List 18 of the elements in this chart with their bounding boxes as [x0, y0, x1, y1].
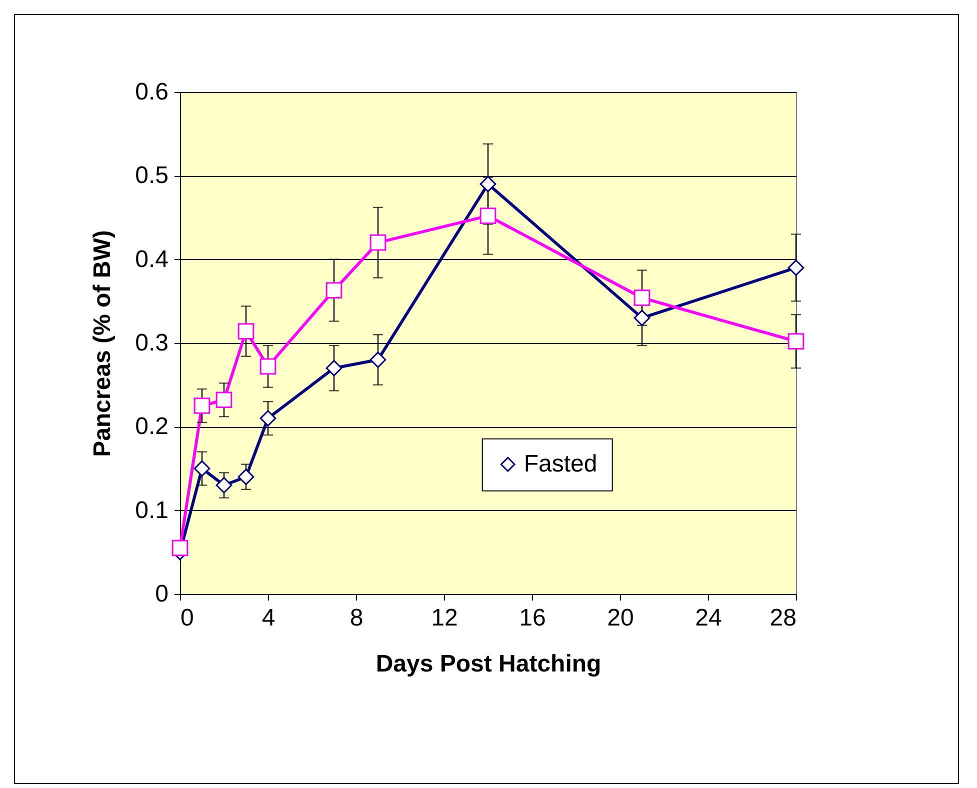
x-tick-label: 24 — [695, 604, 722, 632]
x-tick-label: 28 — [770, 604, 796, 632]
x-axis-title: Days Post Hatching — [376, 650, 602, 678]
legend-label: Fasted — [524, 450, 598, 478]
x-tick-label: 20 — [607, 604, 634, 632]
x-tick-label: 8 — [350, 604, 364, 632]
x-tick-label: 12 — [431, 604, 458, 632]
y-tick-label: 0.6 — [135, 78, 168, 106]
y-tick-label: 0.4 — [135, 246, 168, 273]
y-tick-label: 0 — [155, 580, 168, 608]
x-tick-label: 0 — [180, 604, 194, 632]
y-tick-label: 0.1 — [135, 496, 168, 524]
x-tick-label: 4 — [262, 604, 276, 632]
x-tick-label: 16 — [519, 604, 546, 632]
y-tick-label: 0.3 — [135, 330, 168, 356]
y-tick-label: 0.2 — [135, 413, 168, 440]
y-tick-label: 0.5 — [135, 162, 168, 190]
y-axis-title: Pancreas (% of BW) — [89, 230, 116, 457]
